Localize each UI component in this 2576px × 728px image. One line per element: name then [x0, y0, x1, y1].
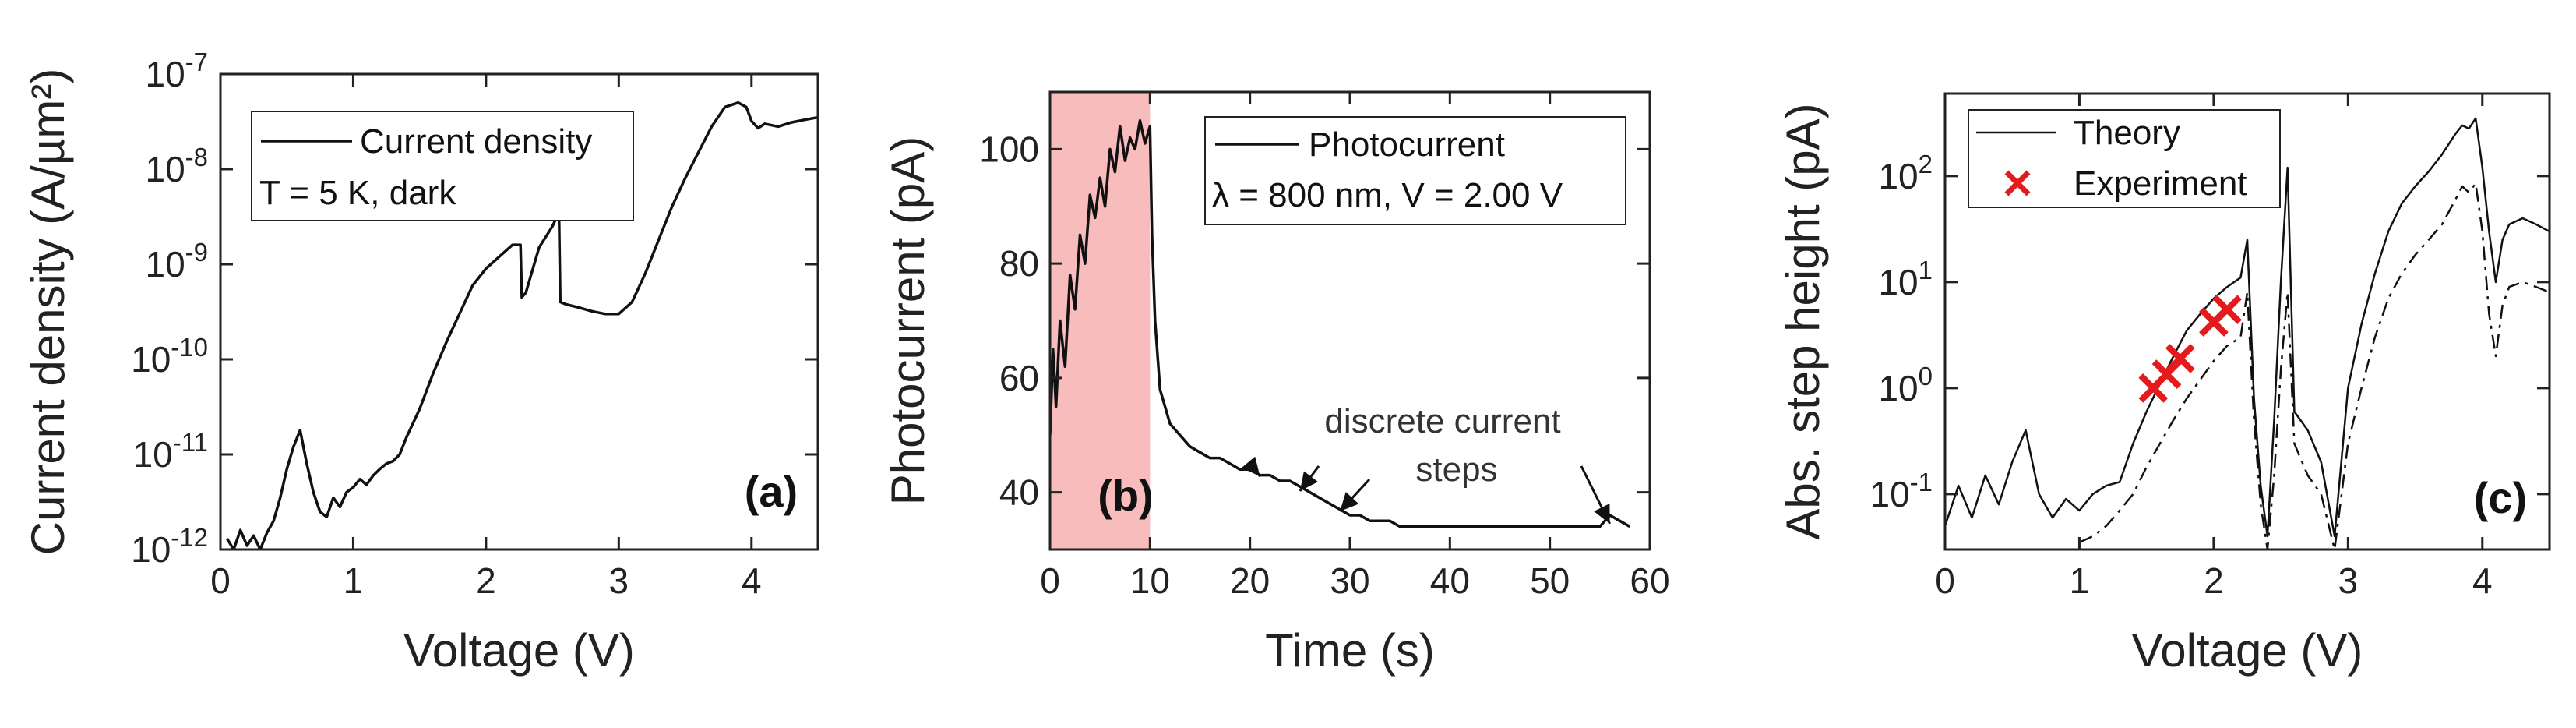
x-tick-label: 50: [1530, 560, 1570, 601]
legend-box: [251, 111, 634, 221]
y-axis-label: Current density (A/µm²): [22, 69, 74, 556]
x-tick-label: 0: [1040, 560, 1060, 601]
y-tick-label: 100: [979, 129, 1039, 169]
step-arrowhead: [1241, 456, 1260, 476]
y-axis-label: Abs. step height (pA): [1777, 103, 1829, 539]
legend-entry: Photocurrent: [1309, 125, 1505, 164]
x-tick-label: 2: [2204, 560, 2224, 601]
x-tick-label: 30: [1330, 560, 1369, 601]
legend-box: [1968, 109, 2281, 208]
step-arrowhead: [1340, 492, 1359, 511]
x-tick-label: 0: [1935, 560, 1955, 601]
y-tick-label: 10-1: [1869, 468, 1933, 514]
panel-a: 0 1 2 3 4 10-12 10-11 10-10 10-9 10-8 10-7 Voltage …: [22, 48, 819, 677]
y-tick-label: 10-10: [131, 333, 208, 380]
y-axis-label: Photocurrent (pA): [882, 136, 934, 506]
panel-label: (a): [745, 467, 798, 516]
panel-c: 0 1 2 3 4 10-1 100 101 102 Voltage (V) Abs. step h…: [1777, 92, 2551, 677]
annotation-text: steps: [1415, 451, 1497, 489]
x-tick-label: 0: [210, 560, 231, 601]
legend-condition: T = 5 K, dark: [259, 174, 456, 212]
x-tick-label: 3: [609, 560, 629, 601]
x-tick-label: 1: [344, 560, 364, 601]
step-arrowhead: [1299, 471, 1318, 491]
legend: Photocurrent λ = 800 nm, V = 2.00 V: [1204, 116, 1626, 225]
x-axis-label: Voltage (V): [2132, 624, 2363, 677]
legend-entry: Current density: [360, 122, 592, 161]
x-tick-label: 1: [2070, 560, 2090, 601]
y-tick-label: 10-9: [145, 238, 208, 284]
experiment-marker: [2165, 344, 2195, 373]
legend-entry: Theory: [2074, 114, 2180, 152]
y-tick-label: 60: [999, 358, 1039, 398]
series-line-solid: [1050, 118, 1631, 528]
x-tick-label: 3: [2338, 560, 2359, 601]
x-tick-label: 4: [2472, 560, 2493, 601]
y-tick-label: 100: [1878, 362, 1933, 408]
x-tick-label: 20: [1230, 560, 1270, 601]
x-tick-label: 2: [476, 560, 496, 601]
x-tick-label: 60: [1630, 560, 1669, 601]
legend-marker-swatch: [2004, 170, 2031, 196]
x-axis-label: Time (s): [1265, 624, 1435, 677]
y-tick-label: 40: [999, 472, 1039, 513]
series-line-dashdot: [2078, 182, 2550, 550]
x-tick-label: 40: [1430, 560, 1470, 601]
y-tick-label: 101: [1878, 256, 1933, 302]
legend-box: [1204, 116, 1626, 225]
x-tick-label: 4: [742, 560, 762, 601]
y-tick-label: 80: [999, 243, 1039, 284]
series-line-solid: [1945, 117, 2550, 538]
legend-condition: λ = 800 nm, V = 2.00 V: [1212, 176, 1563, 214]
panel-b: 0 10 20 30 40 50 60 40 60 80 100 Time (s) Photocurre…: [882, 90, 1670, 677]
plot-frame: [219, 72, 819, 551]
y-tick-label: 10-12: [131, 523, 208, 570]
plot-frame: [1943, 92, 2551, 551]
y-tick-label: 10-8: [145, 143, 208, 189]
y-tick-label: 10-11: [133, 428, 208, 475]
legend: Theory Experiment: [1968, 109, 2281, 208]
x-axis-label: Voltage (V): [403, 624, 635, 677]
y-tick-label: 10-7: [145, 48, 208, 94]
y-tick-label: 102: [1878, 150, 1933, 196]
annotation-text: discrete current: [1324, 402, 1560, 440]
legend-entry: Experiment: [2074, 164, 2247, 203]
legend: Current density T = 5 K, dark: [251, 111, 634, 221]
step-arrowhead: [1594, 504, 1610, 524]
x-tick-label: 10: [1130, 560, 1170, 601]
panel-label: (c): [2474, 473, 2527, 522]
series-line-solid: [226, 101, 818, 550]
experiment-marker: [2212, 295, 2242, 324]
panel-label: (b): [1098, 471, 1154, 520]
